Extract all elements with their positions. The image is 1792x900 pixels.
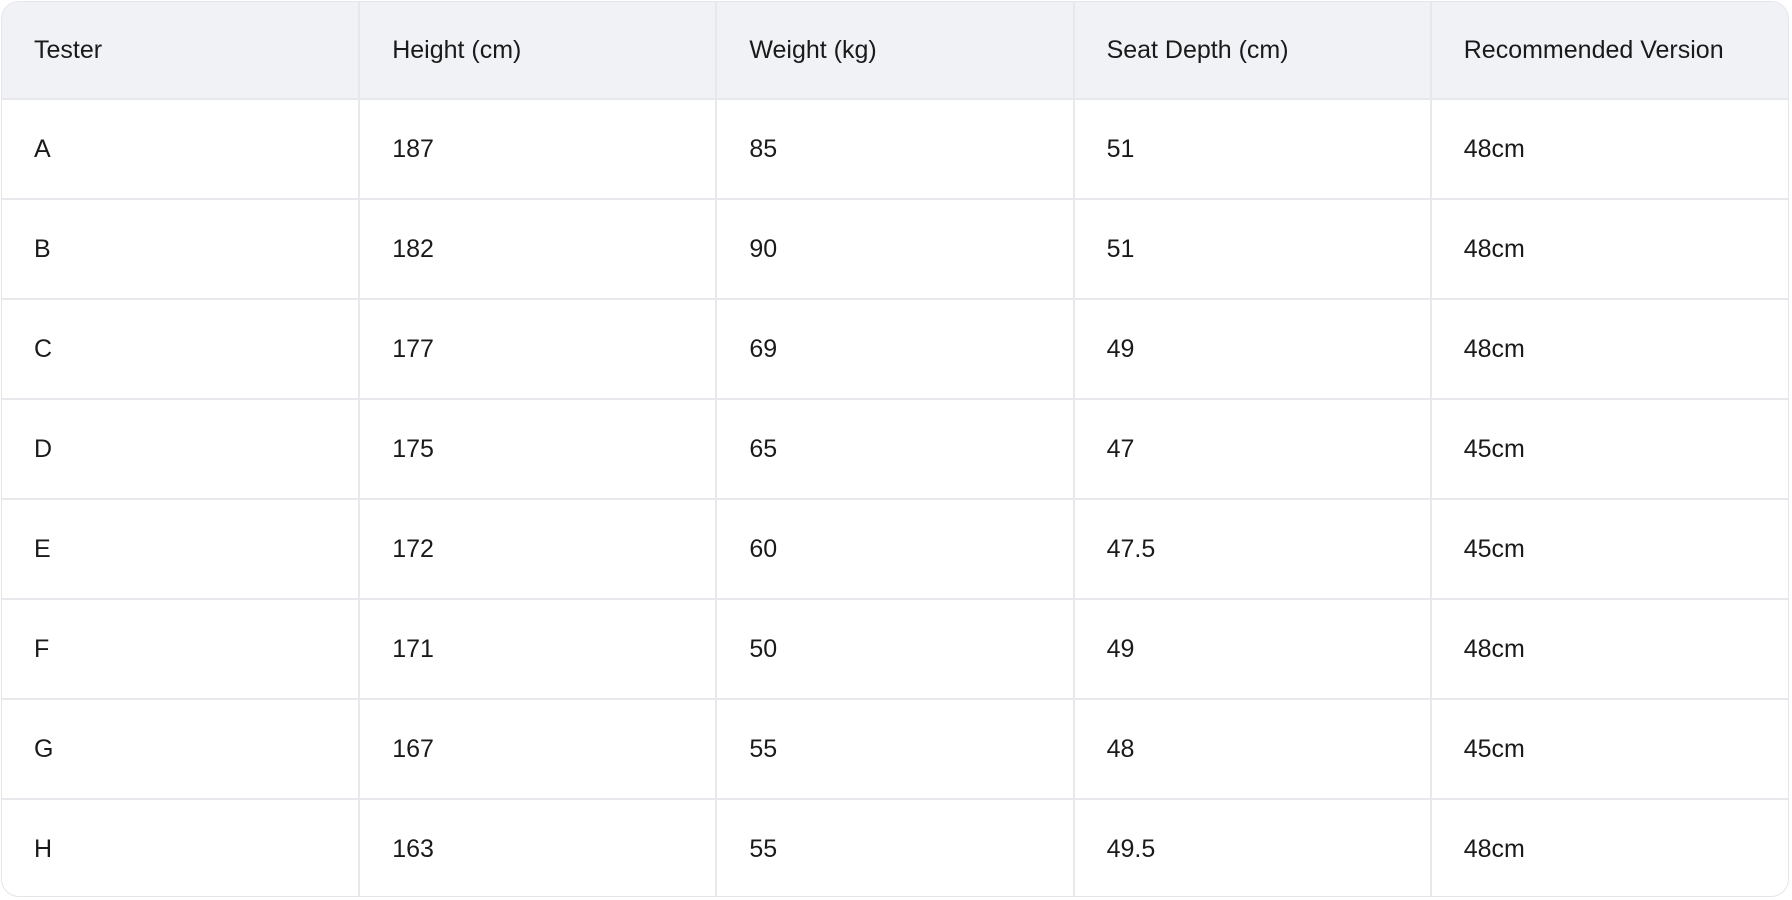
table-row: F 171 50 49 48cm: [2, 599, 1788, 700]
header-row: Tester Height (cm) Weight (kg) Seat Depth (…: [2, 2, 1788, 100]
table-body: A 187 85 51 48cm B 182 90 51 48cm C 177 69 49 48cm D 175…: [2, 99, 1788, 896]
table-row: B 182 90 51 48cm: [2, 199, 1788, 300]
table-cell: 90: [716, 199, 1075, 300]
table-cell: 47: [1073, 399, 1432, 500]
table-cell: 45cm: [1430, 399, 1788, 500]
table-cell: H: [2, 799, 361, 896]
column-header: Weight (kg): [716, 2, 1075, 100]
table-cell: E: [2, 499, 361, 600]
table-cell: 48cm: [1463, 834, 1525, 863]
table-cell: G: [2, 699, 361, 800]
table-row: E 172 60 47.5 45cm: [2, 499, 1788, 600]
table-cell: C: [2, 299, 361, 400]
table-cell: 175: [359, 399, 718, 500]
table-cell: 171: [359, 599, 718, 700]
table-cell: A: [2, 99, 361, 200]
table-cell: 48cm: [1430, 299, 1788, 400]
table-cell: 69: [716, 299, 1075, 400]
column-header: Seat Depth (cm): [1073, 2, 1432, 100]
table-header: Tester Height (cm) Weight (kg) Seat Depth (…: [2, 2, 1788, 100]
table-cell: 48: [1073, 699, 1432, 800]
table-cell: 163: [359, 799, 718, 896]
table-cell: 47.5: [1073, 499, 1432, 600]
table-cell: D: [2, 399, 361, 500]
table-cell: 85: [716, 99, 1075, 200]
table-cell: 177: [359, 299, 718, 400]
table-cell: F: [2, 599, 361, 700]
table-row: C 177 69 49 48cm: [2, 299, 1788, 400]
table-cell: 187: [359, 99, 718, 200]
table-cell: 51: [1073, 199, 1432, 300]
table-row: D 175 65 47 45cm: [2, 399, 1788, 500]
table-row: H 163 55 49.5 48cm: [2, 799, 1788, 896]
table-row: A 187 85 51 48cm: [2, 99, 1788, 200]
table-cell: 65: [716, 399, 1075, 500]
table-cell: 182: [359, 199, 718, 300]
column-header: Tester: [2, 2, 361, 100]
table-cell: 48cm: [1430, 599, 1788, 700]
table-cell: 49: [1073, 599, 1432, 700]
table-cell: 49: [1073, 299, 1432, 400]
table-cell: 51: [1073, 99, 1432, 200]
table-cell: 49.5: [1073, 799, 1432, 896]
column-header: Height (cm): [359, 2, 718, 100]
table-cell: 48cm: [1430, 99, 1788, 200]
table-cell: 48cm: [1430, 199, 1788, 300]
table-cell: 50: [716, 599, 1075, 700]
table-cell: 55: [716, 799, 1075, 896]
table-cell: 55: [716, 699, 1075, 800]
table-row: G 167 55 48 45cm: [2, 699, 1788, 800]
table-cell: B: [2, 199, 361, 300]
table-cell: 45cm: [1430, 699, 1788, 800]
table-cell: 172: [359, 499, 718, 600]
column-header: Recommended Version: [1430, 2, 1788, 100]
table-cell: 60: [716, 499, 1075, 600]
table-cell: 45cm: [1430, 499, 1788, 600]
table-cell: 167: [359, 699, 718, 800]
